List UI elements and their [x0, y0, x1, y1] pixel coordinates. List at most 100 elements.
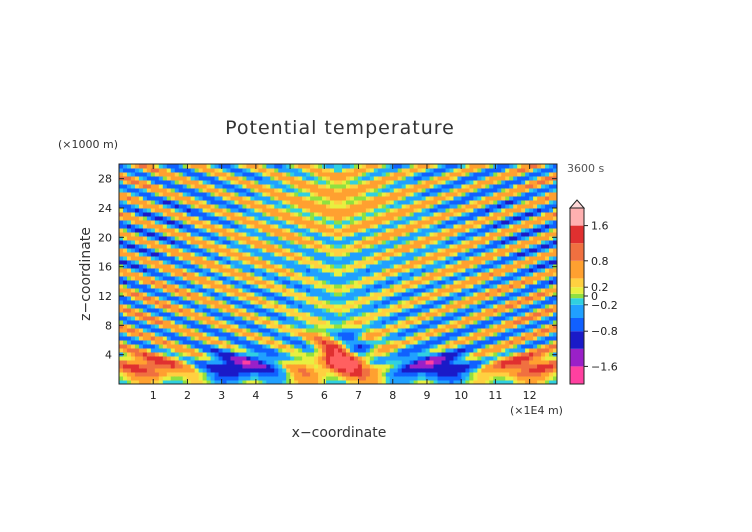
- heatmap-cell: [126, 216, 132, 221]
- heatmap-cell: [242, 348, 247, 353]
- heatmap-cell: [198, 260, 204, 265]
- heatmap-cell: [298, 236, 303, 241]
- heatmap-cell: [286, 232, 291, 237]
- heatmap-cell: [425, 204, 431, 209]
- heatmap-cell: [222, 192, 228, 197]
- heatmap-cell: [393, 312, 399, 317]
- heatmap-cell: [290, 312, 295, 317]
- heatmap-cell: [294, 172, 299, 177]
- heatmap-cell: [349, 284, 355, 289]
- heatmap-cell: [218, 368, 224, 373]
- heatmap-cell: [178, 308, 184, 313]
- heatmap-cell: [461, 220, 466, 225]
- heatmap-cell: [409, 372, 415, 377]
- heatmap-cell: [234, 292, 239, 297]
- heatmap-cell: [302, 264, 307, 269]
- heatmap-cell: [198, 316, 204, 321]
- heatmap-cell: [270, 300, 275, 305]
- heatmap-cell: [238, 208, 243, 213]
- heatmap-cell: [318, 368, 323, 373]
- heatmap-cell: [393, 340, 399, 345]
- heatmap-cell: [473, 268, 478, 273]
- heatmap-cell: [449, 268, 454, 273]
- heatmap-cell: [146, 316, 152, 321]
- heatmap-cell: [373, 244, 379, 249]
- heatmap-cell: [206, 224, 212, 229]
- heatmap-cell: [385, 268, 391, 273]
- heatmap-cell: [234, 372, 239, 377]
- heatmap-cell: [381, 192, 387, 197]
- heatmap-cell: [413, 288, 419, 293]
- heatmap-cell: [453, 216, 458, 221]
- heatmap-cell: [345, 180, 351, 185]
- heatmap-cell: [130, 372, 136, 377]
- heatmap-cell: [122, 344, 128, 349]
- heatmap-cell: [146, 252, 152, 257]
- heatmap-cell: [345, 380, 351, 385]
- heatmap-cell: [413, 196, 419, 201]
- heatmap-cell: [170, 240, 176, 245]
- heatmap-cell: [334, 224, 339, 229]
- heatmap-cell: [294, 248, 299, 253]
- heatmap-cell: [154, 164, 160, 169]
- heatmap-cell: [310, 248, 315, 253]
- heatmap-cell: [421, 184, 427, 189]
- heatmap-cell: [318, 308, 323, 313]
- heatmap-cell: [258, 356, 263, 361]
- heatmap-cell: [250, 328, 255, 333]
- heatmap-cell: [373, 192, 379, 197]
- heatmap-cell: [353, 224, 359, 229]
- heatmap-cell: [457, 208, 462, 213]
- heatmap-cell: [469, 376, 474, 381]
- heatmap-cell: [170, 356, 176, 361]
- heatmap-cell: [134, 272, 140, 277]
- heatmap-cell: [341, 208, 347, 213]
- heatmap-cell: [389, 304, 395, 309]
- heatmap-cell: [134, 252, 140, 257]
- heatmap-cell: [130, 212, 136, 217]
- heatmap-cell: [413, 200, 419, 205]
- heatmap-cell: [170, 228, 176, 233]
- heatmap-cell: [130, 364, 136, 369]
- heatmap-cell: [282, 300, 287, 305]
- heatmap-cell: [198, 164, 204, 169]
- heatmap-cell: [326, 356, 331, 361]
- heatmap-cell: [345, 308, 351, 313]
- heatmap-cell: [162, 232, 168, 237]
- heatmap-cell: [266, 232, 271, 237]
- heatmap-cell: [246, 268, 251, 273]
- heatmap-cell: [294, 308, 299, 313]
- heatmap-cell: [214, 184, 220, 189]
- heatmap-cell: [393, 248, 399, 253]
- heatmap-cell: [198, 304, 204, 309]
- heatmap-cell: [310, 212, 315, 217]
- heatmap-cell: [202, 284, 208, 289]
- heatmap-cell: [477, 376, 482, 381]
- heatmap-cell: [393, 240, 399, 245]
- heatmap-cell: [250, 216, 255, 221]
- heatmap-cell: [469, 200, 474, 205]
- heatmap-cell: [246, 292, 251, 297]
- heatmap-cell: [262, 244, 267, 249]
- heatmap-cell: [389, 212, 395, 217]
- heatmap-cell: [182, 292, 188, 297]
- heatmap-cell: [338, 172, 343, 177]
- heatmap-cell: [290, 288, 295, 293]
- heatmap-cell: [334, 348, 339, 353]
- heatmap-cell: [226, 168, 231, 173]
- heatmap-cell: [266, 368, 271, 373]
- heatmap-cell: [170, 292, 176, 297]
- heatmap-cell: [234, 256, 239, 261]
- heatmap-cell: [178, 200, 184, 205]
- heatmap-cell: [242, 256, 247, 261]
- heatmap-cell: [198, 268, 204, 273]
- heatmap-cell: [473, 324, 478, 329]
- heatmap-cell: [130, 200, 136, 205]
- heatmap-cell: [318, 244, 323, 249]
- heatmap-cell: [166, 172, 172, 177]
- heatmap-cell: [246, 332, 251, 337]
- heatmap-cell: [238, 328, 243, 333]
- heatmap-cell: [397, 228, 403, 233]
- heatmap-cell: [334, 336, 339, 341]
- heatmap-cell: [314, 220, 319, 225]
